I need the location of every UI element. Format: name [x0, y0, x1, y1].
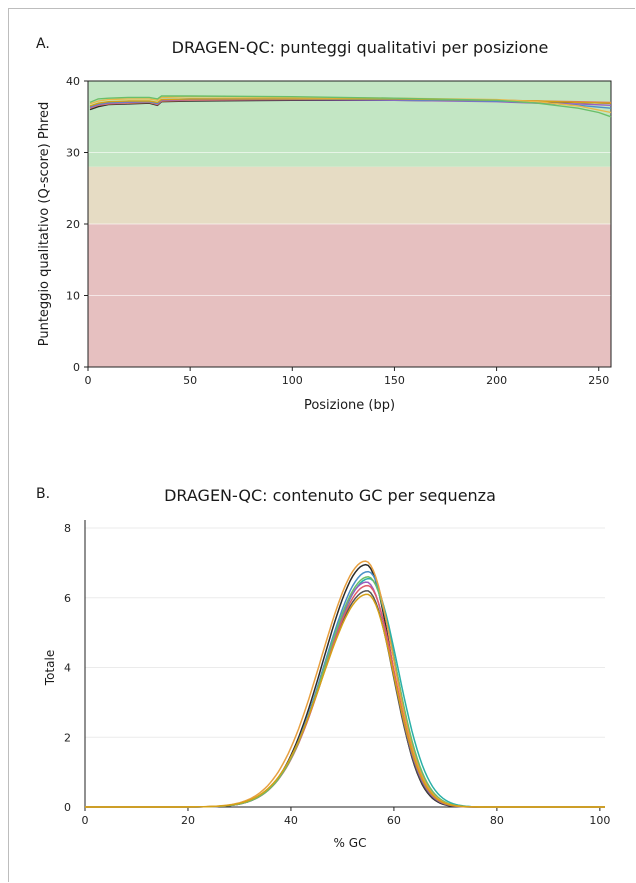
x-tick-label: 150 — [384, 374, 405, 387]
panel-b-letter: B. — [36, 486, 51, 502]
figure-frame — [8, 8, 635, 882]
panel-a-letter: A. — [36, 36, 50, 52]
x-tick-label: 200 — [486, 374, 507, 387]
y-tick-label: 30 — [66, 147, 80, 160]
y-axis-label: Punteggio qualitativo (Q-score) Phred — [37, 102, 52, 347]
y-tick-label: 10 — [66, 290, 80, 303]
panel-b-title: DRAGEN-QC: contenuto GC per sequenza — [164, 486, 496, 505]
zone-band-1 — [88, 166, 611, 224]
zone-band-0 — [88, 81, 611, 167]
panel-a-title: DRAGEN-QC: punteggi qualitativi per posi… — [171, 38, 549, 57]
y-tick-label: 20 — [66, 218, 80, 231]
x-tick-label: 50 — [183, 374, 197, 387]
series-line-6 — [89, 95, 612, 118]
y-tick-label: 40 — [66, 75, 80, 88]
quality-score-chart: 0 50 100 150 200 250 0 10 20 30 40 Posizione (bp) Pu… — [37, 75, 612, 413]
series-line-5 — [89, 95, 612, 114]
x-axis-label: Posizione (bp) — [304, 398, 395, 413]
y-tick-label: 0 — [73, 361, 80, 374]
x-tick-label: 0 — [85, 374, 92, 387]
x-tick-label: 100 — [282, 374, 303, 387]
x-tick-label: 250 — [588, 374, 609, 387]
